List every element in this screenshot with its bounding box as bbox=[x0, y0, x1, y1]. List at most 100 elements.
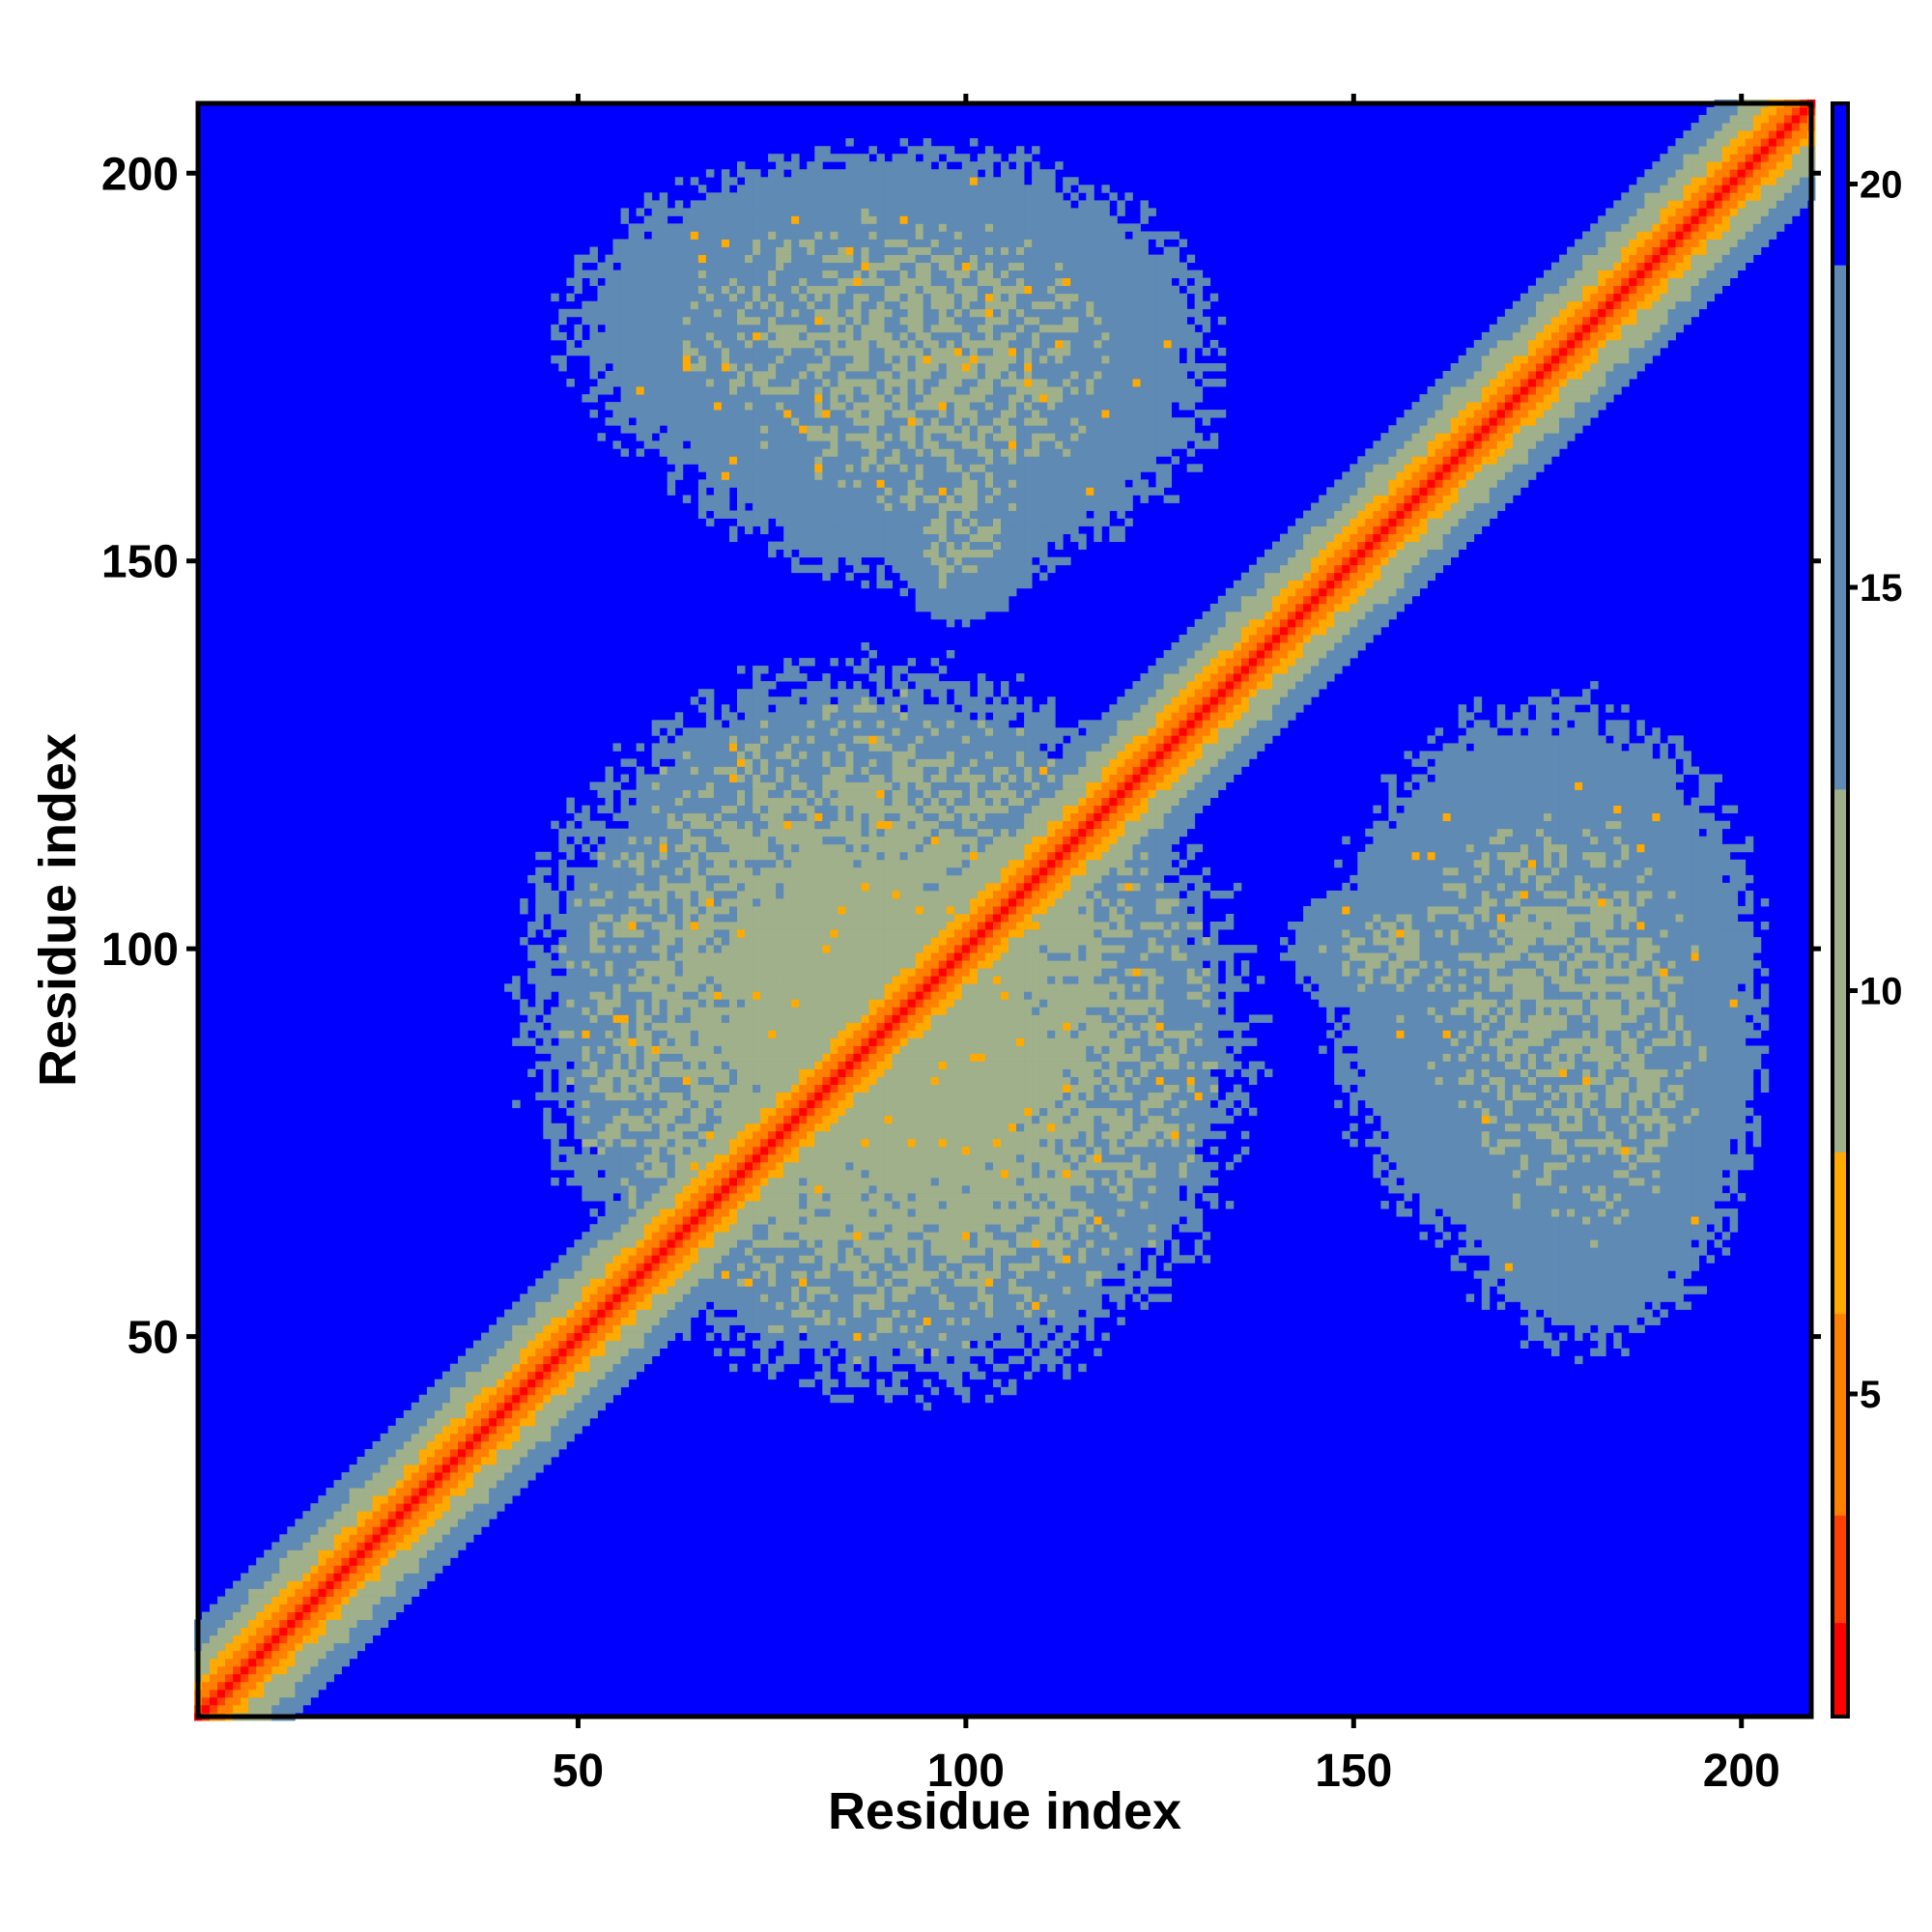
heatmap-cell bbox=[612, 851, 621, 861]
heatmap-cell bbox=[411, 1402, 420, 1411]
heatmap-cell bbox=[791, 789, 800, 799]
heatmap-cell bbox=[659, 355, 668, 364]
heatmap-cell bbox=[776, 882, 784, 892]
heatmap-cell bbox=[807, 479, 815, 488]
heatmap-cell bbox=[674, 425, 684, 434]
heatmap-cell bbox=[697, 1068, 707, 1078]
heatmap-cell bbox=[279, 1619, 288, 1629]
heatmap-cell bbox=[411, 1542, 420, 1550]
heatmap-cell bbox=[271, 1549, 280, 1558]
heatmap-cell bbox=[504, 1394, 513, 1404]
heatmap-cell bbox=[287, 1596, 296, 1605]
heatmap-cell bbox=[543, 1068, 552, 1078]
heatmap-cell bbox=[753, 751, 761, 759]
heatmap-cell bbox=[333, 1580, 342, 1589]
heatmap-cell bbox=[729, 820, 738, 830]
heatmap-cell bbox=[697, 735, 707, 744]
heatmap-cell bbox=[682, 774, 692, 782]
heatmap-cell bbox=[605, 836, 613, 845]
heatmap-cell bbox=[799, 890, 808, 899]
heatmap-cell bbox=[441, 1534, 451, 1543]
heatmap-cell bbox=[605, 929, 613, 938]
heatmap-cell bbox=[697, 1022, 707, 1031]
heatmap-cell bbox=[380, 1519, 389, 1527]
heatmap-cell bbox=[643, 1224, 653, 1233]
heatmap-cell bbox=[814, 1208, 823, 1217]
heatmap-cell bbox=[605, 1153, 613, 1163]
heatmap-cell bbox=[768, 363, 777, 372]
heatmap-cell bbox=[682, 812, 692, 822]
heatmap-cell bbox=[783, 704, 792, 713]
heatmap-cell bbox=[674, 774, 684, 782]
heatmap-cell bbox=[527, 1340, 536, 1350]
heatmap-cell bbox=[745, 231, 753, 240]
heatmap-cell bbox=[682, 1178, 692, 1186]
heatmap-cell bbox=[729, 1115, 738, 1124]
heatmap-cell bbox=[705, 1185, 715, 1194]
heatmap-cell bbox=[597, 991, 606, 1000]
heatmap-cell bbox=[636, 766, 645, 775]
heatmap-cell bbox=[566, 914, 575, 923]
heatmap-cell bbox=[643, 1348, 653, 1357]
heatmap-cell bbox=[628, 882, 638, 892]
heatmap-cell bbox=[697, 851, 707, 861]
heatmap-cell bbox=[566, 379, 575, 387]
heatmap-cell bbox=[705, 960, 715, 969]
heatmap-cell bbox=[807, 789, 815, 799]
heatmap-cell bbox=[597, 952, 606, 961]
heatmap-cell bbox=[520, 1317, 528, 1325]
heatmap-cell bbox=[589, 1255, 598, 1264]
heatmap-cell bbox=[628, 867, 638, 876]
heatmap-cell bbox=[791, 448, 800, 457]
heatmap-cell bbox=[807, 781, 815, 790]
heatmap-cell bbox=[737, 316, 746, 326]
heatmap-cell bbox=[705, 425, 715, 434]
heatmap-cell bbox=[574, 285, 582, 295]
heatmap-cell bbox=[636, 999, 645, 1008]
heatmap-cell bbox=[737, 1293, 746, 1302]
heatmap-cell bbox=[729, 471, 738, 480]
heatmap-cell bbox=[395, 1425, 405, 1435]
heatmap-cell bbox=[760, 890, 769, 899]
heatmap-cell bbox=[674, 1068, 684, 1078]
heatmap-cell bbox=[682, 789, 692, 799]
heatmap-cell bbox=[674, 976, 684, 984]
heatmap-cell bbox=[753, 1022, 761, 1031]
heatmap-cell bbox=[783, 185, 792, 193]
heatmap-cell bbox=[760, 440, 769, 449]
heatmap-cell bbox=[659, 277, 668, 287]
heatmap-cell bbox=[783, 1030, 792, 1038]
heatmap-cell bbox=[395, 1573, 405, 1581]
heatmap-cell bbox=[768, 696, 777, 705]
heatmap-cell bbox=[558, 1293, 567, 1302]
heatmap-cell bbox=[302, 1681, 311, 1690]
heatmap-cell bbox=[628, 1076, 638, 1086]
heatmap-cell bbox=[458, 1472, 467, 1481]
heatmap-cell bbox=[512, 1409, 521, 1419]
heatmap-cell bbox=[411, 1495, 420, 1504]
heatmap-cell bbox=[310, 1580, 319, 1589]
heatmap-cell bbox=[791, 1201, 800, 1209]
heatmap-cell bbox=[636, 1170, 645, 1179]
heatmap-cell bbox=[566, 1348, 575, 1357]
heatmap-cell bbox=[636, 1185, 645, 1194]
heatmap-cell bbox=[674, 712, 684, 721]
heatmap-cell bbox=[574, 1301, 582, 1310]
heatmap-cell bbox=[768, 1030, 777, 1038]
heatmap-cell bbox=[473, 1425, 482, 1435]
heatmap-cell bbox=[551, 1286, 559, 1294]
heatmap-cell bbox=[651, 1270, 661, 1279]
heatmap-cell bbox=[776, 704, 784, 713]
heatmap-cell bbox=[597, 316, 606, 326]
heatmap-cell bbox=[737, 1247, 746, 1256]
heatmap-cell bbox=[807, 331, 815, 341]
heatmap-cell bbox=[753, 308, 761, 318]
heatmap-cell bbox=[612, 285, 621, 295]
heatmap-cell bbox=[582, 270, 590, 279]
heatmap-cell bbox=[643, 1068, 653, 1078]
heatmap-cell bbox=[256, 1611, 265, 1621]
heatmap-cell bbox=[574, 1394, 582, 1404]
heatmap-cell bbox=[737, 355, 746, 364]
heatmap-cell bbox=[535, 1301, 544, 1310]
heatmap-cell bbox=[783, 324, 792, 333]
